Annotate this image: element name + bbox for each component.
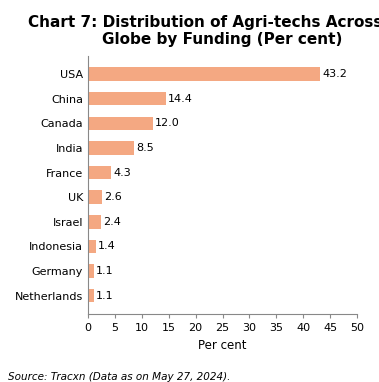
Bar (88, 141, 134, 155)
Text: 2.4: 2.4 (103, 217, 121, 227)
Text: 8.5: 8.5 (136, 143, 154, 153)
Text: 4.3: 4.3 (113, 168, 131, 178)
Bar (88, 117, 153, 130)
Text: Source: Tracxn (Data as on May 27, 2024).: Source: Tracxn (Data as on May 27, 2024)… (8, 372, 230, 382)
Bar (88, 240, 96, 253)
Bar (88, 190, 102, 204)
Bar (88, 264, 94, 278)
Text: 14.4: 14.4 (168, 94, 193, 104)
Text: 1.1: 1.1 (96, 291, 114, 301)
Title: Chart 7: Distribution of Agri-techs Across the
Globe by Funding (Per cent): Chart 7: Distribution of Agri-techs Acro… (28, 15, 379, 47)
Bar (88, 67, 320, 81)
Text: 1.1: 1.1 (96, 266, 114, 276)
Bar (88, 289, 94, 303)
Text: 1.4: 1.4 (98, 241, 116, 251)
Bar (88, 92, 166, 105)
Text: 43.2: 43.2 (323, 69, 348, 79)
Bar (88, 215, 101, 228)
Text: 2.6: 2.6 (104, 192, 122, 202)
Bar (88, 166, 111, 179)
X-axis label: Per cent: Per cent (198, 339, 247, 352)
Text: 12.0: 12.0 (155, 118, 180, 128)
